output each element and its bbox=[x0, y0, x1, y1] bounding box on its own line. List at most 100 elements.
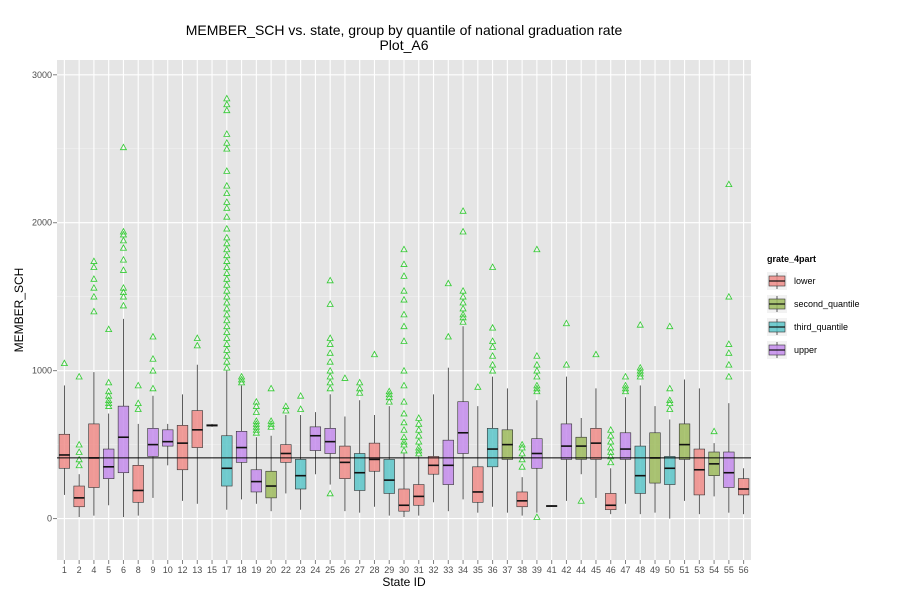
outlier-point bbox=[223, 144, 231, 152]
x-tick-label: 35 bbox=[473, 565, 483, 575]
x-tick-label: 55 bbox=[724, 565, 734, 575]
outlier-point bbox=[119, 283, 128, 291]
outlier-point bbox=[459, 227, 467, 235]
x-tick-label: 41 bbox=[547, 565, 557, 575]
outlier-point bbox=[105, 378, 113, 386]
outlier-point bbox=[223, 257, 231, 264]
x-tick-label: 15 bbox=[207, 565, 217, 575]
box bbox=[413, 484, 425, 506]
outlier-point bbox=[400, 310, 408, 318]
y-tick-label: 3000 bbox=[32, 70, 52, 80]
box bbox=[605, 493, 617, 511]
outlier-point bbox=[267, 384, 275, 392]
box bbox=[265, 470, 277, 499]
outlier-point bbox=[607, 431, 615, 439]
outlier-point bbox=[533, 513, 541, 520]
outlier-point bbox=[356, 389, 364, 396]
outlier-point bbox=[223, 233, 231, 241]
outlier-point bbox=[223, 263, 231, 270]
outlier-point bbox=[488, 263, 497, 270]
y-tick-label: 1000 bbox=[32, 366, 52, 376]
legend-label: upper bbox=[794, 345, 817, 355]
outlier-point bbox=[341, 374, 349, 381]
outlier-point bbox=[193, 341, 201, 349]
x-tick-label: 36 bbox=[488, 565, 498, 575]
outlier-point bbox=[223, 346, 231, 353]
x-tick-label: 19 bbox=[251, 565, 261, 575]
outlier-point bbox=[725, 372, 733, 380]
outlier-point bbox=[119, 236, 128, 244]
outlier-point bbox=[223, 212, 231, 220]
outlier-point bbox=[223, 189, 231, 196]
outlier-point bbox=[223, 269, 231, 276]
outlier-point bbox=[223, 106, 231, 114]
outlier-point bbox=[400, 425, 408, 433]
outlier-point bbox=[119, 244, 128, 251]
x-tick-label: 17 bbox=[222, 565, 232, 575]
outlier-point bbox=[577, 497, 585, 504]
x-tick-label: 29 bbox=[384, 565, 394, 575]
outlier-point bbox=[223, 167, 231, 174]
box bbox=[560, 423, 573, 460]
outlier-point bbox=[607, 458, 615, 466]
x-tick-label: 10 bbox=[163, 565, 173, 575]
outlier-point bbox=[105, 391, 113, 399]
outlier-point bbox=[223, 100, 231, 108]
outlier-point bbox=[223, 198, 231, 205]
outlier-point bbox=[415, 414, 423, 421]
outlier-point bbox=[666, 322, 674, 330]
outlier-point bbox=[400, 366, 408, 374]
outlier-point bbox=[326, 384, 334, 392]
outlier-point bbox=[223, 281, 231, 288]
x-tick-label: 25 bbox=[325, 565, 335, 575]
outlier-point bbox=[415, 425, 423, 433]
box bbox=[368, 442, 381, 472]
outlier-point bbox=[75, 461, 83, 469]
outlier-point bbox=[75, 448, 83, 455]
outlier-point bbox=[90, 275, 98, 282]
outlier-point bbox=[725, 180, 733, 188]
x-tick-label: 32 bbox=[429, 565, 439, 575]
outlier-point bbox=[607, 448, 615, 455]
outlier-point bbox=[119, 288, 128, 296]
outlier-point bbox=[400, 245, 408, 253]
box bbox=[295, 459, 307, 490]
box bbox=[457, 401, 469, 454]
outlier-point bbox=[459, 298, 467, 306]
outlier-point bbox=[356, 378, 364, 386]
outlier-point bbox=[134, 381, 142, 389]
outlier-point bbox=[400, 337, 408, 344]
outlier-point bbox=[326, 378, 334, 386]
box bbox=[176, 425, 189, 471]
outlier-point bbox=[400, 286, 408, 294]
box bbox=[147, 428, 159, 457]
x-tick-label: 47 bbox=[620, 565, 630, 575]
chart-title: MEMBER_SCH vs. state, group by quantile … bbox=[186, 22, 623, 38]
outlier-point bbox=[119, 227, 128, 235]
outlier-point bbox=[385, 387, 393, 395]
outlier-point bbox=[518, 462, 526, 470]
outlier-point bbox=[607, 452, 615, 460]
outlier-point bbox=[415, 431, 423, 439]
outlier-point bbox=[725, 360, 733, 368]
outlier-point bbox=[223, 251, 231, 259]
outlier-point bbox=[326, 366, 334, 374]
outlier-point bbox=[356, 384, 364, 392]
outlier-point bbox=[119, 301, 128, 309]
outlier-point bbox=[459, 292, 467, 300]
outlier-point bbox=[149, 332, 157, 340]
x-tick-label: 27 bbox=[355, 565, 365, 575]
outlier-point bbox=[533, 381, 541, 389]
outlier-point bbox=[223, 322, 231, 330]
outlier-point bbox=[607, 437, 615, 445]
outlier-point bbox=[666, 405, 674, 412]
x-tick-label: 30 bbox=[399, 565, 409, 575]
outlier-point bbox=[326, 489, 334, 497]
outlier-point bbox=[400, 437, 408, 445]
outlier-point bbox=[562, 319, 571, 327]
outlier-point bbox=[518, 449, 526, 457]
x-tick-label: 53 bbox=[694, 565, 704, 575]
box bbox=[693, 448, 705, 496]
outlier-point bbox=[562, 360, 571, 368]
